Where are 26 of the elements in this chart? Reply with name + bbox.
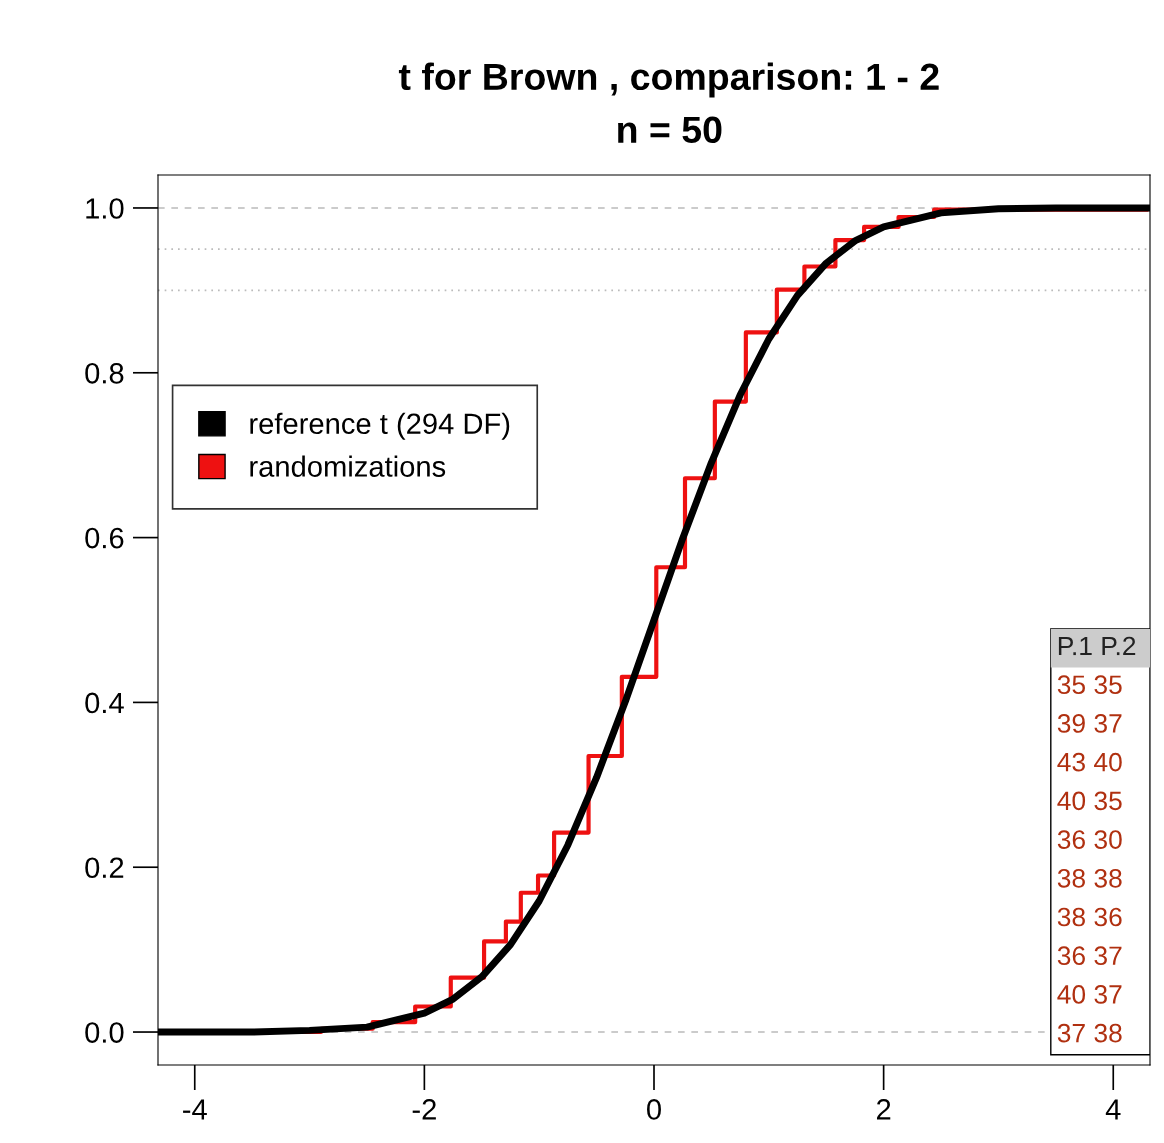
y-tick-label: 0.8: [85, 362, 124, 384]
legend-label: reference t (294 DF): [250, 412, 510, 440]
annotation: 39 37: [1057, 714, 1122, 733]
y-tick-label: 0.4: [85, 692, 124, 714]
x-tick-label: -4: [183, 1099, 207, 1120]
annotation: 36 30: [1057, 830, 1122, 849]
y-tick-label: 1.0: [86, 198, 124, 219]
y-tick-label: 0.2: [85, 857, 124, 879]
x-tick-label: 0: [647, 1099, 661, 1120]
annotation: 43 40: [1057, 752, 1122, 772]
annotation: 40 37: [1057, 985, 1122, 1004]
x-tick-label: 2: [876, 1099, 891, 1120]
chart-title: t for Brown , comparison: 1 - 2: [398, 62, 939, 98]
y-tick-label: 0.0: [85, 1022, 124, 1043]
annotation: 40 35: [1057, 791, 1122, 811]
annotation: 38 38: [1057, 868, 1122, 888]
annotation: 35 35: [1057, 675, 1122, 695]
annotation: 37 38: [1057, 1023, 1122, 1043]
annotation: 36 37: [1057, 946, 1122, 966]
annotation: 38 36: [1057, 907, 1122, 927]
annotation: P.1 P.2: [1058, 636, 1136, 656]
chart-subtitle: n = 50: [618, 116, 722, 144]
legend-label: randomizations: [250, 455, 446, 477]
y-tick-label: 0.6: [85, 527, 124, 549]
x-tick-label: -2: [412, 1099, 436, 1120]
x-tick-label: 4: [1105, 1099, 1121, 1120]
